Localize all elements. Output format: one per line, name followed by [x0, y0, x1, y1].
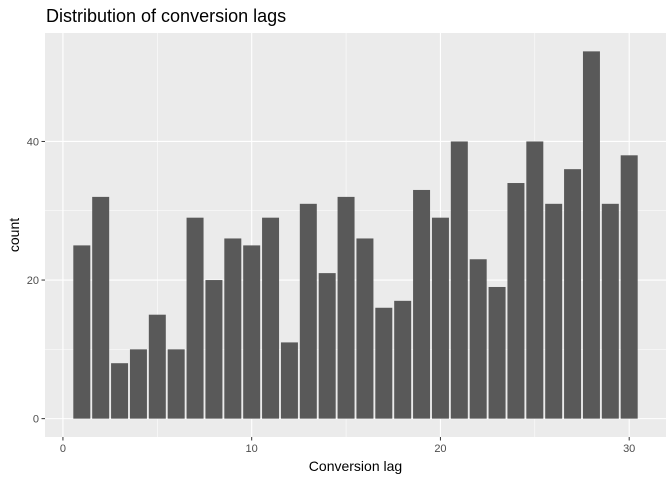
bar: [224, 238, 242, 419]
bar: [318, 273, 336, 419]
y-tick-label: 0: [33, 414, 39, 426]
y-tick-label: 20: [27, 275, 39, 287]
bar: [601, 203, 619, 419]
bar: [356, 238, 374, 419]
bar: [243, 245, 261, 419]
bar: [299, 203, 317, 419]
bar: [545, 203, 563, 419]
bar: [431, 217, 449, 419]
bar: [262, 217, 280, 419]
bar: [582, 51, 600, 419]
bar: [488, 286, 506, 419]
x-tick-label: 30: [623, 443, 635, 455]
bar: [394, 300, 412, 419]
bar: [337, 196, 355, 419]
x-tick-label: 10: [246, 443, 258, 455]
x-axis: 0 10 20 30: [60, 437, 635, 455]
bar: [413, 189, 431, 419]
bar: [280, 342, 298, 419]
x-axis-label: Conversion lag: [309, 458, 402, 474]
bar: [564, 169, 582, 419]
bar: [450, 141, 468, 419]
bars-group: [73, 51, 638, 419]
bar: [111, 363, 129, 419]
bar: [73, 245, 91, 419]
y-axis-label: count: [6, 218, 22, 252]
bar: [375, 307, 393, 419]
plot-panel: [45, 33, 666, 437]
y-axis: 0 20 40: [27, 136, 45, 426]
bar: [148, 314, 166, 419]
y-tick-label: 40: [27, 136, 39, 148]
x-tick-label: 0: [60, 443, 66, 455]
bar: [186, 217, 204, 419]
bar: [167, 349, 185, 419]
bar: [469, 259, 487, 419]
bar: [620, 155, 638, 419]
bar: [205, 280, 223, 419]
bar: [526, 141, 544, 419]
bar: [92, 196, 110, 419]
bar: [129, 349, 147, 419]
chart-title: Distribution of conversion lags: [46, 6, 286, 26]
bar: [507, 183, 525, 419]
x-tick-label: 20: [434, 443, 446, 455]
